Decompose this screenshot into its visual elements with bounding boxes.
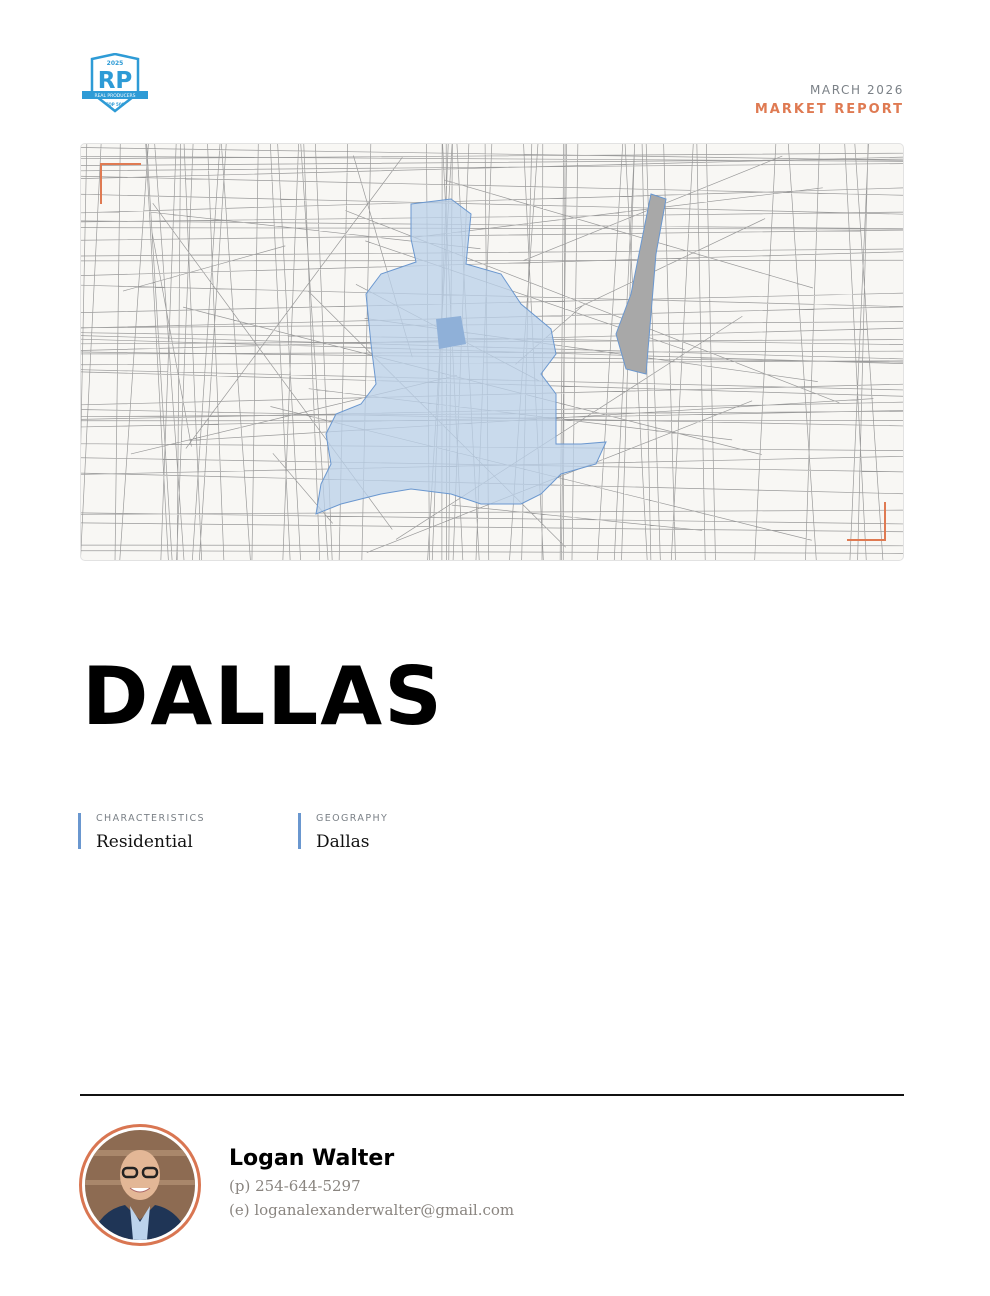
dallas-boundary: [315, 198, 607, 515]
svg-text:TOP 500: TOP 500: [106, 102, 125, 107]
svg-text:RP: RP: [98, 68, 133, 94]
area-map: [80, 143, 904, 561]
page-title: DALLAS: [82, 650, 444, 743]
characteristics: CHARACTERISTICS Residential: [78, 813, 205, 852]
meta-value: Dallas: [316, 832, 370, 852]
report-date: MARCH 2026: [809, 83, 904, 97]
divider: [80, 1094, 904, 1096]
agent-name: Logan Walter: [229, 1146, 395, 1171]
real-producers-logo: 2025 RP REAL PRODUCERS TOP 500: [80, 52, 150, 115]
svg-text:2025: 2025: [107, 60, 124, 67]
agent-email[interactable]: (e) loganalexanderwalter@gmail.com: [229, 1201, 515, 1219]
meta-label: GEOGRAPHY: [316, 813, 389, 824]
meta-value: Residential: [96, 832, 193, 852]
report-type: MARKET REPORT: [754, 102, 904, 117]
svg-text:REAL PRODUCERS: REAL PRODUCERS: [94, 93, 135, 99]
agent-phone[interactable]: (p) 254-644-5297: [229, 1177, 361, 1195]
geography: GEOGRAPHY Dallas: [298, 813, 389, 852]
meta-label: CHARACTERISTICS: [96, 813, 205, 824]
agent-avatar: [79, 1124, 201, 1246]
